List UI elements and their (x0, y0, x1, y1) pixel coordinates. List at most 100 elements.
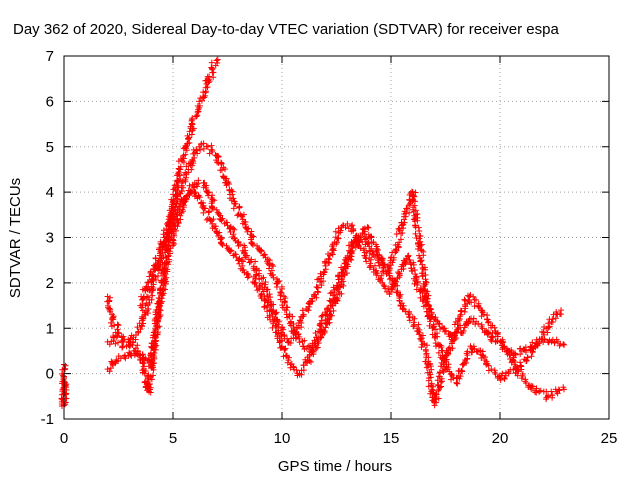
interpolated-point (412, 230, 419, 237)
interpolated-point (187, 188, 194, 195)
interpolated-point (332, 294, 339, 301)
interpolated-point (115, 322, 122, 329)
interpolated-point (436, 320, 443, 327)
interpolated-point (337, 227, 344, 234)
interpolated-point (227, 248, 234, 255)
interpolated-point (502, 372, 509, 379)
interpolated-point (218, 240, 225, 247)
interpolated-point (208, 59, 215, 66)
interpolated-point (200, 140, 207, 147)
interpolated-point (376, 276, 383, 283)
interpolated-point (489, 329, 496, 336)
interpolated-point (297, 313, 304, 320)
interpolated-point (442, 366, 449, 373)
interpolated-point (363, 249, 370, 256)
interpolated-point (423, 364, 430, 371)
interpolated-point (415, 328, 422, 335)
interpolated-point (410, 323, 417, 330)
interpolated-point (151, 266, 158, 273)
interpolated-point (424, 301, 431, 308)
interpolated-point (156, 306, 163, 313)
interpolated-point (191, 149, 198, 156)
interpolated-point (347, 247, 354, 254)
interpolated-point (235, 239, 242, 246)
interpolated-point (285, 354, 292, 361)
interpolated-point (195, 177, 202, 184)
interpolated-point (210, 69, 217, 76)
interpolated-point (112, 340, 119, 347)
interpolated-point (556, 342, 563, 349)
interpolated-point (175, 165, 182, 172)
interpolated-point (150, 272, 157, 279)
interpolated-point (325, 305, 332, 312)
interpolated-point (240, 211, 247, 218)
interpolated-point (406, 209, 413, 216)
interpolated-point (339, 272, 346, 279)
x-tick-label: 20 (492, 430, 509, 447)
interpolated-point (278, 289, 285, 296)
interpolated-point (552, 315, 559, 322)
interpolated-point (134, 324, 141, 331)
interpolated-point (209, 196, 216, 203)
interpolated-point (396, 239, 403, 246)
interpolated-point (140, 355, 147, 362)
interpolated-point (169, 228, 176, 235)
interpolated-point (190, 183, 197, 190)
interpolated-point (170, 196, 177, 203)
interpolated-point (153, 314, 160, 321)
interpolated-point (558, 311, 565, 318)
interpolated-point (172, 203, 179, 210)
interpolated-point (445, 345, 452, 352)
interpolated-point (399, 305, 406, 312)
interpolated-point (210, 216, 217, 223)
interpolated-point (150, 286, 157, 293)
interpolated-point (160, 290, 167, 297)
interpolated-point (253, 283, 260, 290)
interpolated-point (149, 357, 156, 364)
interpolated-point (284, 314, 291, 321)
interpolated-point (327, 290, 334, 297)
interpolated-point (148, 278, 155, 285)
interpolated-point (428, 309, 435, 316)
interpolated-point (273, 280, 280, 287)
interpolated-point (160, 277, 167, 284)
interpolated-point (320, 328, 327, 335)
interpolated-point (145, 279, 152, 286)
interpolated-point (424, 313, 431, 320)
interpolated-point (296, 335, 303, 342)
interpolated-point (139, 351, 146, 358)
interpolated-point (321, 268, 328, 275)
y-tick-label: 3 (46, 230, 54, 247)
interpolated-point (435, 387, 442, 394)
interpolated-point (334, 239, 341, 246)
interpolated-point (427, 318, 434, 325)
interpolated-point (464, 355, 471, 362)
interpolated-point (167, 250, 174, 257)
x-tick-label: 10 (274, 430, 291, 447)
interpolated-point (207, 217, 214, 224)
interpolated-point (219, 215, 226, 222)
interpolated-point (373, 247, 380, 254)
interpolated-point (517, 359, 524, 366)
interpolated-point (354, 239, 361, 246)
interpolated-point (59, 386, 66, 393)
interpolated-point (381, 261, 388, 268)
interpolated-point (193, 113, 200, 120)
chart-title: Day 362 of 2020, Sidereal Day-to-day VTE… (13, 21, 559, 38)
interpolated-point (545, 320, 552, 327)
interpolated-point (205, 209, 212, 216)
interpolated-point (280, 326, 287, 333)
interpolated-point (408, 265, 415, 272)
interpolated-point (260, 274, 267, 281)
interpolated-point (408, 188, 415, 195)
interpolated-point (548, 388, 555, 395)
interpolated-point (236, 260, 243, 267)
interpolated-point (402, 308, 409, 315)
interpolated-point (457, 322, 464, 329)
interpolated-point (517, 351, 524, 358)
interpolated-point (312, 342, 319, 349)
interpolated-point (410, 261, 417, 268)
interpolated-point (256, 276, 263, 283)
interpolated-point (432, 326, 439, 333)
interpolated-point (335, 235, 342, 242)
